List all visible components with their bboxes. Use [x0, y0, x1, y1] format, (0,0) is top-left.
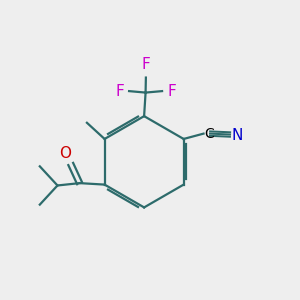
Text: F: F — [142, 57, 150, 72]
Text: F: F — [167, 84, 176, 99]
Text: O: O — [59, 146, 71, 161]
Text: F: F — [115, 84, 124, 99]
Text: N: N — [232, 128, 243, 142]
Text: C: C — [204, 127, 214, 141]
